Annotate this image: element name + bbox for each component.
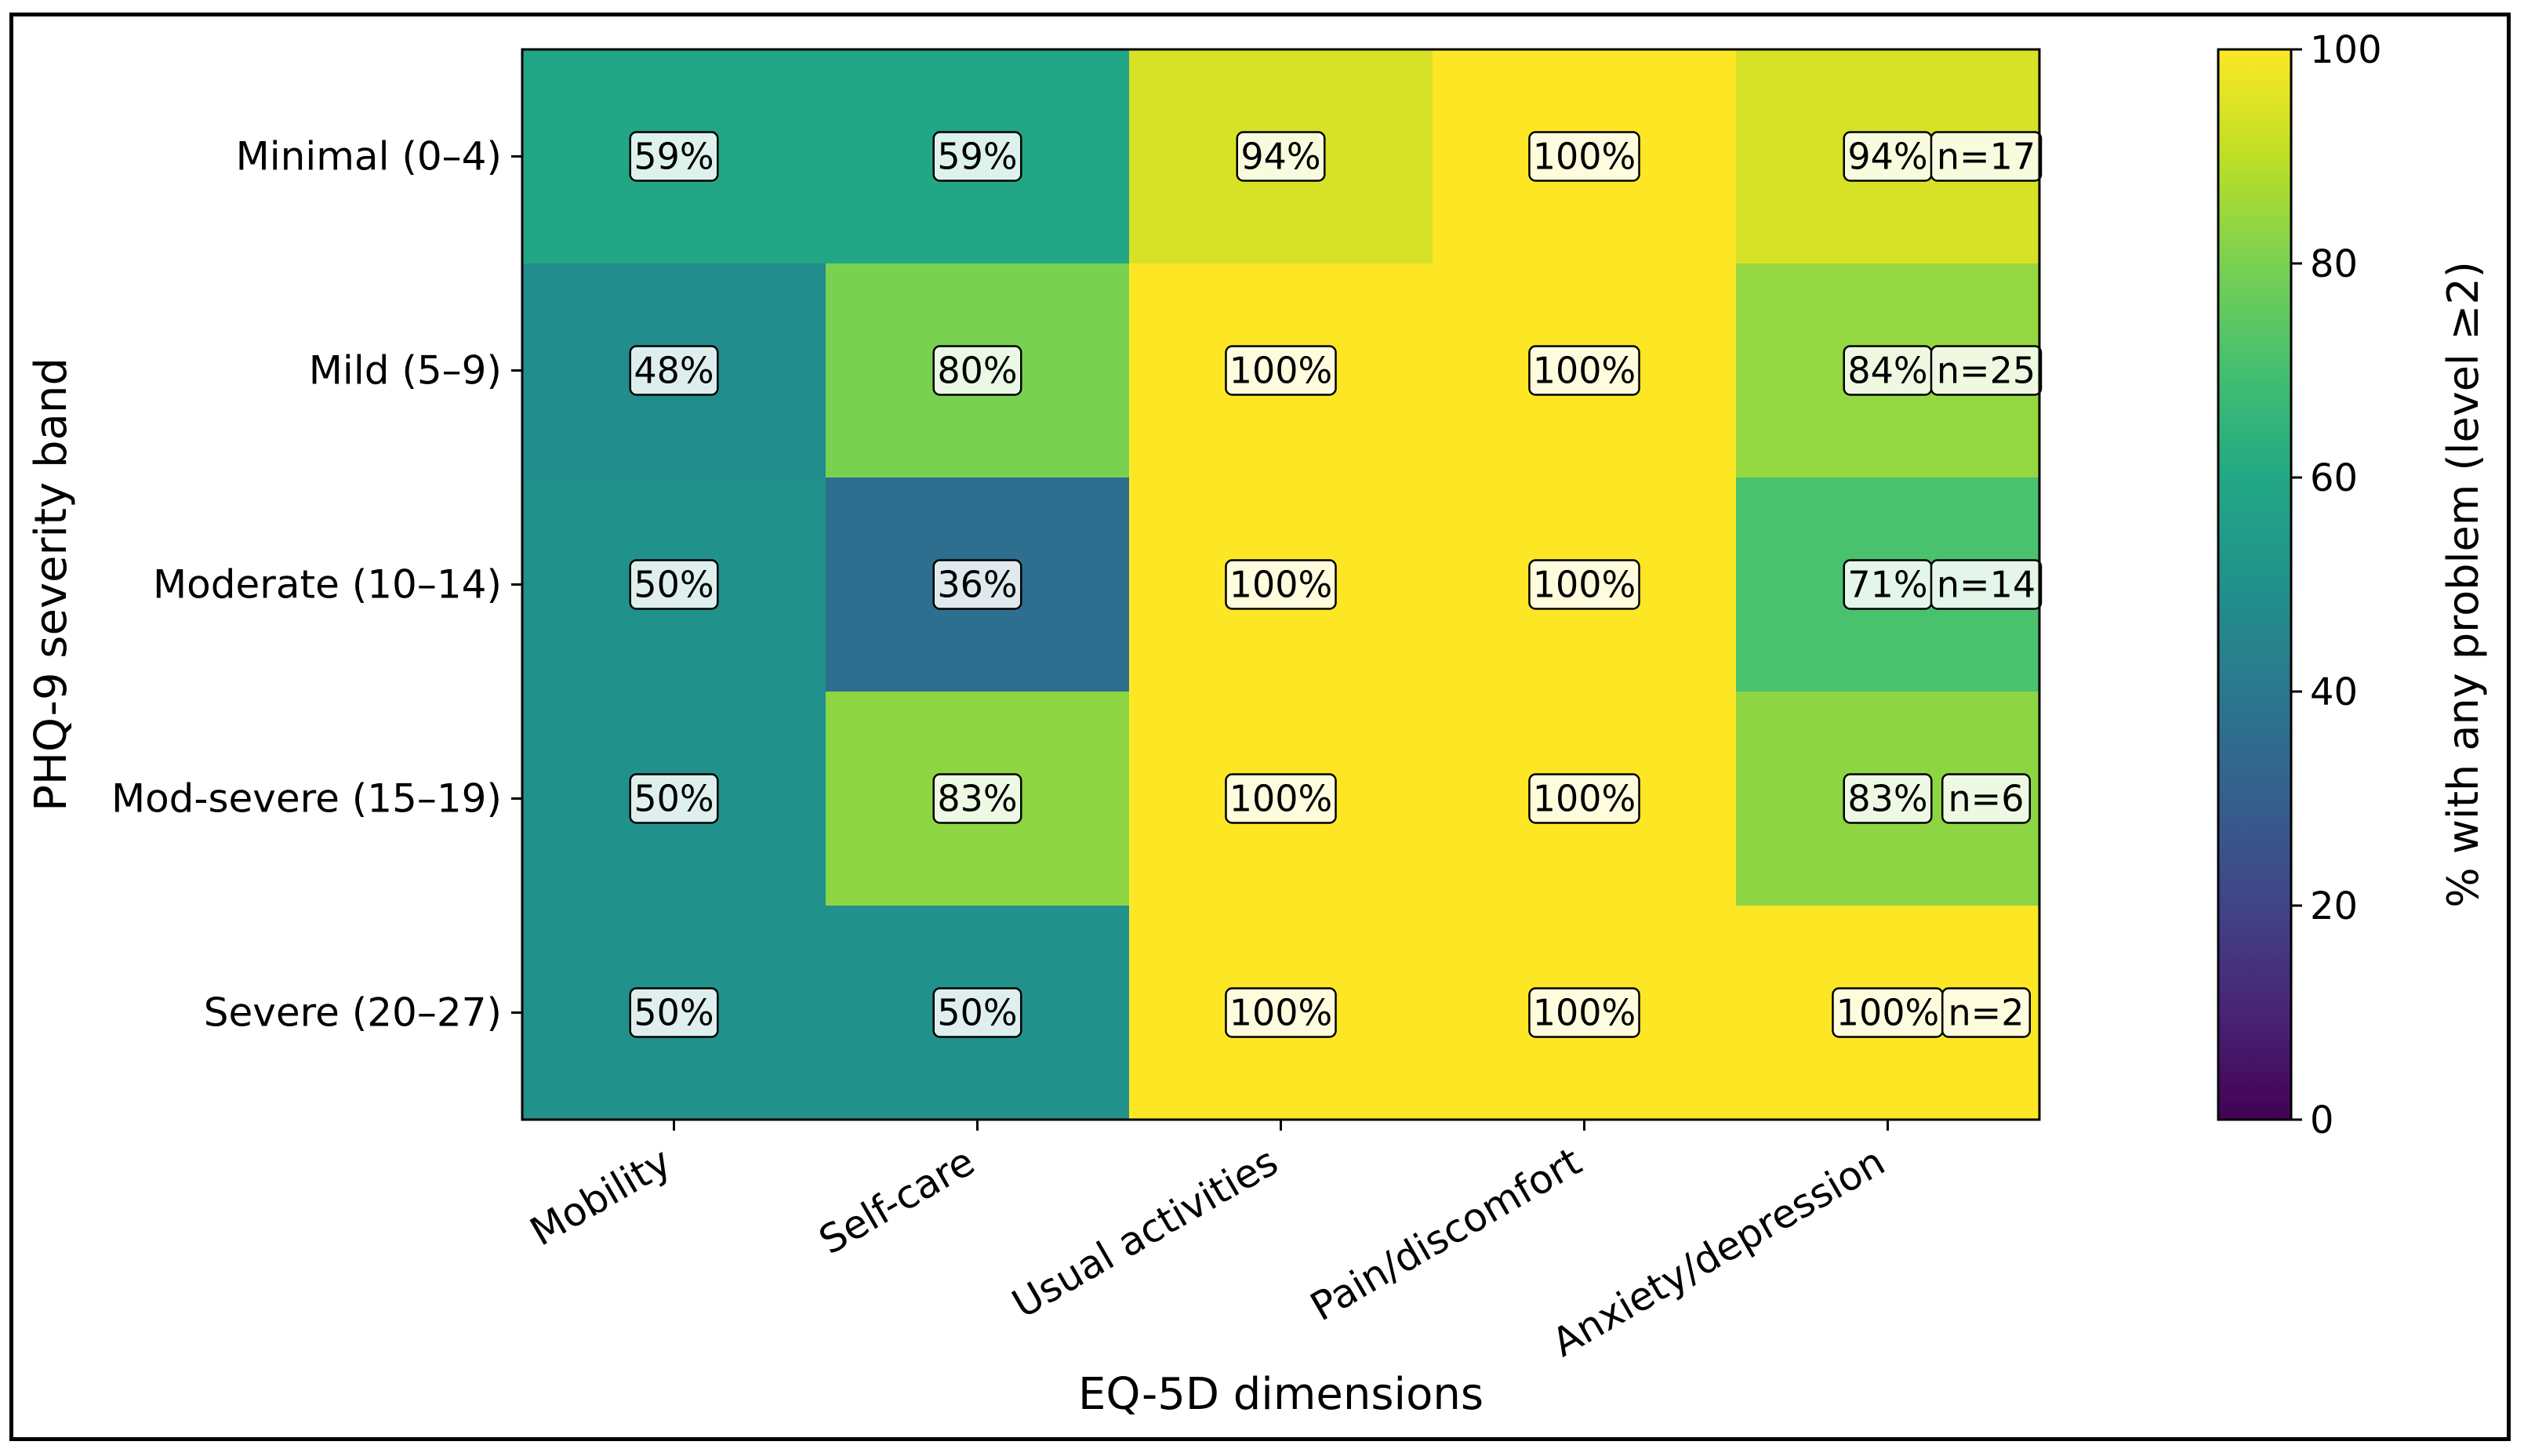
cell-value-label-text: 59% (634, 136, 714, 178)
cell-value-label-text: 71% (1847, 564, 1927, 606)
cell-value-label-text: 100% (1533, 992, 1636, 1034)
cell-value-label-text: 48% (634, 350, 714, 392)
cell-value-label: 83% (932, 773, 1022, 824)
colorbar-tick-label: 100 (2310, 28, 2382, 72)
row-n-label: n=2 (1941, 987, 2032, 1038)
colorbar-tick-label: 40 (2310, 670, 2358, 714)
x-tick-label: Anxiety/depression (1545, 1138, 1893, 1366)
cell-value-label: 100% (1225, 987, 1337, 1038)
y-axis-title: PHQ-9 severity band (26, 358, 77, 812)
x-tick-label: Self-care (812, 1138, 982, 1263)
row-n-label-text: n=6 (1948, 778, 2025, 820)
row-n-label: n=17 (1930, 131, 2043, 182)
y-tick-label: Moderate (10–14) (153, 562, 502, 608)
cell-value-label: 100% (1225, 773, 1337, 824)
cell-value-label-text: 50% (937, 992, 1017, 1034)
cell-value-label: 48% (629, 345, 719, 396)
cell-value-label: 100% (1528, 345, 1640, 396)
cell-value-label-text: 94% (1847, 136, 1927, 178)
cell-value-label: 100% (1225, 345, 1337, 396)
row-n-label-text: n=2 (1948, 992, 2025, 1034)
cell-value-label-text: 100% (1533, 350, 1636, 392)
cell-value-label: 80% (932, 345, 1022, 396)
cell-value-label-text: 84% (1847, 350, 1927, 392)
cell-value-label-text: 100% (1229, 564, 1333, 606)
x-tick-label: Pain/discomfort (1303, 1138, 1589, 1330)
cell-value-label: 50% (629, 559, 719, 610)
cell-value-label: 100% (1225, 559, 1337, 610)
cell-value-label-text: 94% (1240, 136, 1320, 178)
y-tick-label: Mod-severe (15–19) (111, 776, 502, 822)
row-n-label: n=6 (1941, 773, 2032, 824)
row-n-label-text: n=14 (1937, 564, 2036, 606)
colorbar-tick-label: 80 (2310, 242, 2358, 286)
row-n-label: n=14 (1930, 559, 2043, 610)
y-tick-label: Minimal (0–4) (236, 134, 502, 180)
cell-value-label-text: 100% (1229, 350, 1333, 392)
y-tick-label: Mild (5–9) (309, 348, 502, 394)
cell-value-label-text: 50% (634, 564, 714, 606)
cell-value-label: 94% (1843, 131, 1933, 182)
colorbar-tick-label: 0 (2310, 1098, 2334, 1142)
cell-value-label: 100% (1528, 559, 1640, 610)
cell-value-label: 100% (1528, 773, 1640, 824)
colorbar-tick-label: 20 (2310, 884, 2358, 928)
colorbar-title: % with any problem (level ≥2) (2439, 261, 2488, 908)
cell-value-label-text: 80% (937, 350, 1017, 392)
colorbar (2217, 48, 2293, 1121)
cell-value-label-text: 83% (937, 778, 1017, 820)
row-n-label-text: n=17 (1937, 136, 2036, 178)
cell-value-label: 50% (629, 773, 719, 824)
cell-value-label: 59% (629, 131, 719, 182)
cell-value-label: 50% (629, 987, 719, 1038)
cell-value-label: 71% (1843, 559, 1933, 610)
cell-value-label-text: 100% (1533, 778, 1636, 820)
cell-value-label: 100% (1528, 987, 1640, 1038)
y-tick-label: Severe (20–27) (204, 990, 502, 1036)
cell-value-label-text: 100% (1229, 992, 1333, 1034)
cell-value-label: 83% (1843, 773, 1933, 824)
cell-value-label: 36% (932, 559, 1022, 610)
cell-value-label-text: 100% (1533, 136, 1636, 178)
cell-value-label-text: 100% (1836, 992, 1940, 1034)
x-tick-label: Mobility (522, 1138, 678, 1254)
x-tick-label: Usual activities (1004, 1138, 1285, 1327)
cell-value-label-text: 59% (937, 136, 1017, 178)
cell-value-label-text: 83% (1847, 778, 1927, 820)
row-n-label-text: n=25 (1937, 350, 2036, 392)
cell-value-label: 50% (932, 987, 1022, 1038)
cell-value-label-text: 50% (634, 778, 714, 820)
cell-value-label: 84% (1843, 345, 1933, 396)
row-n-label: n=25 (1930, 345, 2043, 396)
cell-value-label: 94% (1236, 131, 1326, 182)
cell-value-label-text: 100% (1533, 564, 1636, 606)
cell-value-label-text: 50% (634, 992, 714, 1034)
cell-value-label: 59% (932, 131, 1022, 182)
x-axis-title: EQ-5D dimensions (1078, 1369, 1484, 1420)
cell-value-label: 100% (1528, 131, 1640, 182)
cell-value-label-text: 100% (1229, 778, 1333, 820)
cell-value-label-text: 36% (937, 564, 1017, 606)
colorbar-tick-label: 60 (2310, 456, 2358, 500)
cell-value-label: 100% (1832, 987, 1944, 1038)
